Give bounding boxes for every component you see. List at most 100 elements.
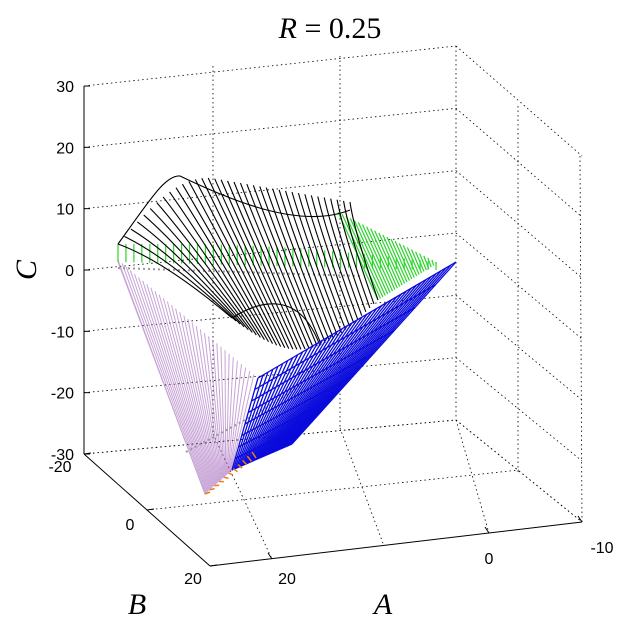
surface-line <box>154 291 213 488</box>
grid-line <box>83 45 457 87</box>
grid-line <box>83 107 457 148</box>
c-tick-label: -10 <box>51 324 74 341</box>
surface-line <box>241 375 354 437</box>
surface-line <box>187 318 219 483</box>
surface-line <box>297 192 347 330</box>
chart-title: R = 0.25 <box>278 12 382 45</box>
surface-line <box>146 284 212 490</box>
surface-line <box>345 215 384 298</box>
surface-line <box>162 298 215 487</box>
c-axis-label: C <box>10 259 43 280</box>
surface-line <box>259 186 322 345</box>
surface-line <box>150 287 212 489</box>
surface-line <box>431 259 435 266</box>
grid-line <box>455 419 583 523</box>
grid-line <box>455 45 583 157</box>
surface-line <box>204 491 211 495</box>
surface-line <box>343 200 375 305</box>
c-tick-label: 30 <box>56 79 74 96</box>
a-tick-mark <box>577 515 583 523</box>
surface-line <box>185 385 301 453</box>
grid-line <box>83 232 457 271</box>
surface-line <box>188 181 278 346</box>
surface-line <box>199 329 222 480</box>
surface-line <box>330 198 367 313</box>
surface-line <box>209 487 215 491</box>
surface-line <box>214 178 294 350</box>
surface-line <box>175 308 217 485</box>
a-tick-label: 20 <box>278 571 296 588</box>
surface-line <box>195 325 221 481</box>
surface-line <box>398 243 415 278</box>
grid-line <box>579 155 583 523</box>
surface-line <box>230 374 255 471</box>
a-axis-line <box>209 521 583 567</box>
surface-line <box>133 273 209 492</box>
surface-line <box>117 175 351 245</box>
surface-line <box>246 184 314 348</box>
surface-line <box>291 191 343 333</box>
surface-line <box>183 315 219 483</box>
surface-line <box>366 226 396 290</box>
surface-patch-blue <box>231 261 457 471</box>
grid-line <box>455 232 583 340</box>
a-tick-label: -10 <box>590 540 613 557</box>
surface-line <box>349 201 379 301</box>
surface-patch-black <box>117 175 379 350</box>
surface-line <box>224 350 227 476</box>
surface-line <box>378 232 403 286</box>
surface-line <box>181 183 274 344</box>
grid-line <box>146 469 520 511</box>
surface-line <box>357 222 391 293</box>
c-tick-label: 0 <box>65 263 74 280</box>
surface-line <box>208 336 223 479</box>
b-tick-label: -20 <box>48 459 71 476</box>
surface-line <box>390 238 410 281</box>
surface-line <box>175 187 269 343</box>
surface-line <box>129 270 208 493</box>
grid-line <box>455 108 583 218</box>
surface-line <box>227 180 302 350</box>
a-tick-label: 0 <box>485 551 494 568</box>
surface-line <box>272 188 330 341</box>
surface-line <box>137 221 245 328</box>
axis-box <box>83 86 583 567</box>
surface-line <box>246 455 252 462</box>
surface-line <box>386 236 408 283</box>
surface-line <box>124 236 237 322</box>
a-axis-ticks: 20 0 -10 <box>267 515 614 588</box>
surface-line <box>251 451 257 459</box>
b-tick-mark <box>209 564 218 567</box>
surface-line <box>406 247 420 275</box>
surface-line <box>229 367 247 473</box>
surface-line <box>336 199 371 309</box>
surface-line <box>212 339 224 478</box>
surface-line <box>247 329 395 414</box>
a-tick-mark <box>267 552 273 560</box>
surface-line <box>251 306 416 402</box>
surface-line <box>257 261 457 379</box>
surface-line <box>265 187 326 343</box>
grid-line <box>83 294 457 332</box>
a-axis-label: A <box>372 588 393 621</box>
surface-line <box>323 197 363 316</box>
surface-line <box>285 190 338 336</box>
c-tick-label: 20 <box>56 140 74 157</box>
surface-line <box>203 332 223 480</box>
surface-line <box>229 370 251 472</box>
surface-line <box>234 420 313 460</box>
surface-line <box>394 240 413 280</box>
surface-line <box>191 322 220 482</box>
surface-line <box>415 251 425 272</box>
surface-line <box>233 181 306 350</box>
surface-line <box>310 195 355 324</box>
grid-line <box>339 427 385 547</box>
surface-line <box>171 304 216 485</box>
surface-line <box>179 311 218 484</box>
grid-line <box>455 357 583 462</box>
surface-line <box>225 353 230 475</box>
surface-line <box>254 284 436 391</box>
surface-line <box>228 364 243 473</box>
surface-line <box>242 459 248 466</box>
surface-line <box>121 263 207 494</box>
